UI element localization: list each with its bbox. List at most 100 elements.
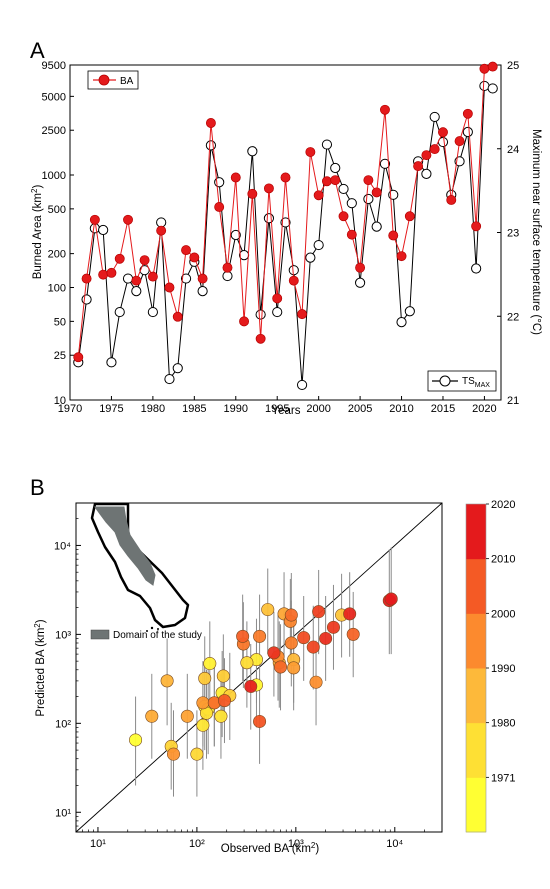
panel-a: A 1970 1975 1980 1985 1990 1995 2000 2005 2010 20… <box>30 38 542 417</box>
ba-point <box>139 255 150 266</box>
ba-point <box>172 311 183 322</box>
ba-point <box>189 252 200 263</box>
colorbar-tick-label: 1971 <box>491 772 515 784</box>
ba-axis-title-sup: 2 <box>30 188 39 193</box>
colorbar-tick-label: 1990 <box>491 663 515 675</box>
panel-b-y-axis-title: Predicted BA (km2) <box>33 619 47 716</box>
ts-point <box>429 111 440 123</box>
ba-point <box>421 150 432 161</box>
ba-point <box>446 195 457 205</box>
panel-a-right-ticks: 21 22 23 24 25 <box>497 60 519 407</box>
ts-point <box>471 263 482 274</box>
scatter-point <box>253 714 267 728</box>
ts-point <box>197 286 208 297</box>
ts-point <box>172 363 183 374</box>
ba-point <box>272 293 283 304</box>
x-tick-label: 1970 <box>58 403 82 415</box>
one-to-one-line-group <box>75 502 443 833</box>
ts-point <box>321 139 333 150</box>
scatter-point <box>216 669 230 683</box>
ba-point <box>263 183 274 194</box>
series-ts <box>73 80 498 391</box>
ts-point <box>396 317 407 328</box>
ba-axis-title-main: Burned Area (km <box>32 193 44 279</box>
scatter-point <box>196 718 210 732</box>
ba-point <box>239 316 250 327</box>
ts-point <box>180 273 192 284</box>
ts-point <box>371 221 382 232</box>
scatter-point <box>267 646 281 660</box>
scatter-point <box>129 733 143 747</box>
scatter-point <box>346 627 360 641</box>
ba-point <box>147 271 158 282</box>
ba-point <box>197 273 208 284</box>
island-dot-2 <box>157 628 159 630</box>
scatter-point <box>261 603 275 617</box>
ts-point <box>354 277 366 288</box>
ba-point <box>363 175 374 186</box>
scatter-point <box>274 660 288 674</box>
ba-point <box>479 63 490 74</box>
ts-point <box>131 286 142 297</box>
ts-line <box>77 85 493 385</box>
ts-point <box>421 168 432 179</box>
x-tick-label: 2020 <box>472 403 496 415</box>
ts-point <box>81 294 92 305</box>
ba-point <box>114 253 125 264</box>
ba-point <box>81 273 92 284</box>
scatter-point <box>253 629 267 643</box>
right-tick-label: 22 <box>507 311 519 323</box>
ts-point <box>346 198 357 209</box>
ba-point <box>305 147 316 157</box>
scatter-point <box>287 661 301 675</box>
scatter-point <box>240 656 254 670</box>
ts-point <box>106 357 117 368</box>
left-tick-label: 500 <box>48 204 66 216</box>
scatter-point <box>190 747 204 761</box>
colorbar-segment <box>466 722 486 778</box>
b-x-tick-label: 10² <box>189 838 205 850</box>
ba-point <box>321 176 332 187</box>
b-y-tick-label: 10⁴ <box>54 540 71 552</box>
ba-point <box>89 214 100 225</box>
year-colorbar: 2020 2010 2000 1990 1980 1971 <box>465 499 515 833</box>
x-tick-label: 1985 <box>182 403 206 415</box>
ba-point <box>371 187 382 198</box>
colorbar-segment <box>466 777 486 833</box>
b-y-tick-label: 10² <box>55 718 71 730</box>
ts-point <box>205 140 217 151</box>
x-tick-label: 2000 <box>306 403 330 415</box>
ba-point <box>164 282 175 293</box>
panel-b: B 10¹ 10² 10³ 10⁴ 10¹ 10² 10³ 10⁴ Observed BA (… <box>30 475 515 855</box>
panel-b-ticks: 10¹ 10² 10³ 10⁴ 10¹ 10² 10³ 10⁴ <box>54 518 425 850</box>
colorbar-segment <box>466 613 486 669</box>
colorbar-tick-label: 2020 <box>491 499 515 511</box>
domain-legend-swatch <box>90 629 110 640</box>
ba-point <box>438 127 448 138</box>
ts-point <box>247 146 258 157</box>
ba-point <box>230 172 241 183</box>
ba-point <box>338 211 349 222</box>
ts-point <box>363 193 374 205</box>
scatter-point <box>284 608 298 622</box>
ba-point <box>313 190 324 201</box>
scatter-point <box>196 696 210 710</box>
colorbar-tick-label: 1980 <box>491 718 515 730</box>
colorbar-tick-label: 2010 <box>491 554 515 566</box>
ts-point <box>222 270 233 282</box>
ba-point <box>98 269 109 280</box>
ba-point <box>156 225 167 236</box>
panel-b-x-axis-title: Observed BA (km2) <box>221 841 320 855</box>
scatter-point <box>166 747 180 761</box>
legend-ba-label: BA <box>120 76 134 87</box>
x-tick-label: 1995 <box>265 403 289 415</box>
ts-point <box>98 224 109 236</box>
ts-point <box>156 217 167 228</box>
ts-point <box>164 373 175 385</box>
scatter-point <box>180 709 194 723</box>
ts-point <box>462 126 473 138</box>
legend-ba: BA <box>87 70 139 90</box>
scatter-point <box>312 605 326 619</box>
